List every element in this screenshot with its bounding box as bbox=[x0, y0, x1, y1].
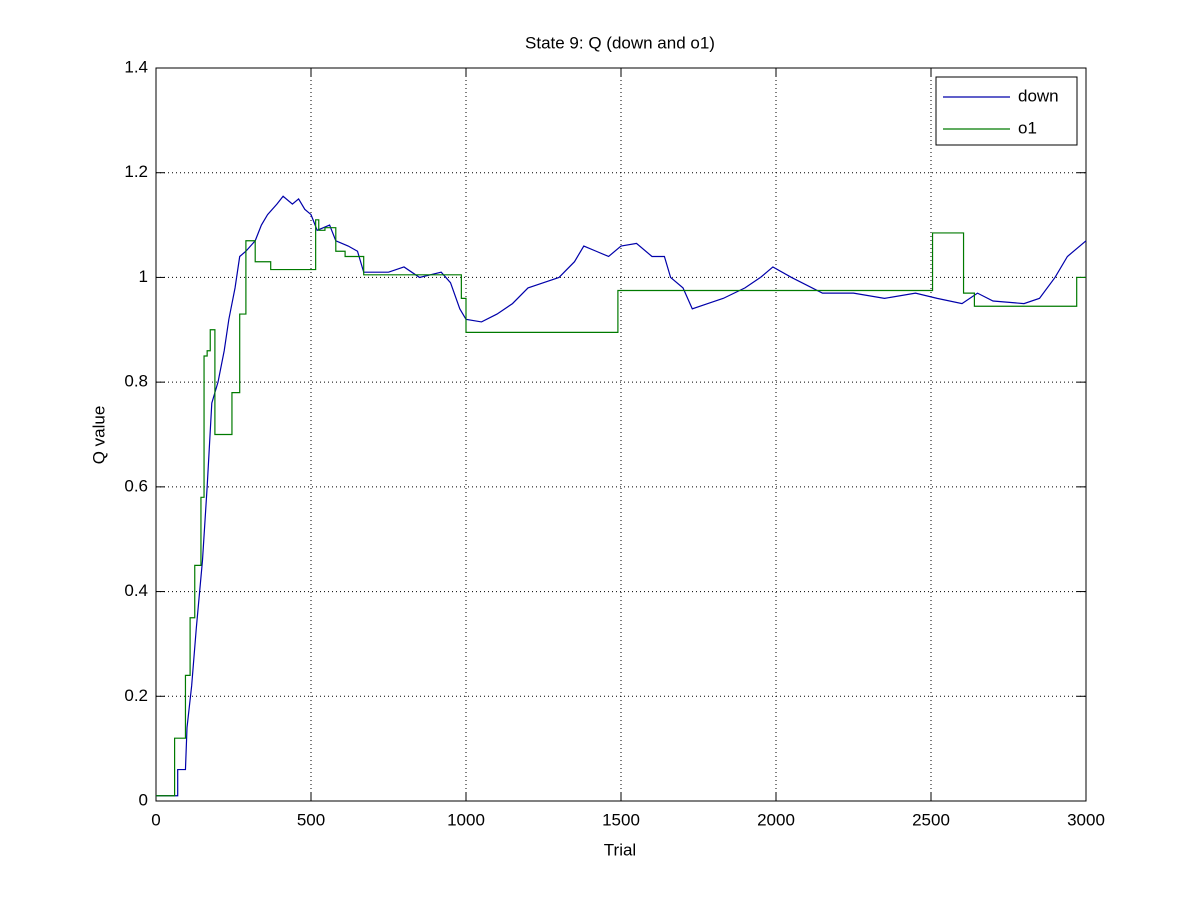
x-tick-label: 0 bbox=[151, 810, 160, 829]
y-tick-label: 1.4 bbox=[124, 57, 148, 76]
legend-box bbox=[935, 76, 1078, 146]
x-tick-label: 2500 bbox=[912, 810, 950, 829]
x-tick-label: 3000 bbox=[1067, 810, 1105, 829]
line-series bbox=[156, 219, 1086, 797]
y-tick-label: 0.2 bbox=[124, 686, 148, 705]
y-axis-label: Q value bbox=[89, 406, 108, 465]
plot-area bbox=[156, 68, 1086, 801]
x-tick-label: 1500 bbox=[602, 810, 640, 829]
y-tick-label: 0.8 bbox=[124, 372, 148, 391]
y-tick-label: 0.4 bbox=[124, 581, 148, 600]
chart-title: State 9: Q (down and o1) bbox=[525, 33, 715, 52]
y-tick-label: 0 bbox=[139, 790, 148, 809]
legend-label: o1 bbox=[1018, 118, 1037, 137]
x-tick-label: 1000 bbox=[447, 810, 485, 829]
y-tick-label: 1.2 bbox=[124, 162, 148, 181]
x-axis-label: Trial bbox=[604, 840, 636, 859]
x-tick-label: 2000 bbox=[757, 810, 795, 829]
x-tick-label: 500 bbox=[297, 810, 325, 829]
axes-box bbox=[155, 67, 1087, 802]
legend-label: down bbox=[1018, 86, 1059, 105]
y-tick-label: 0.6 bbox=[124, 476, 148, 495]
y-tick-label: 1 bbox=[139, 267, 148, 286]
